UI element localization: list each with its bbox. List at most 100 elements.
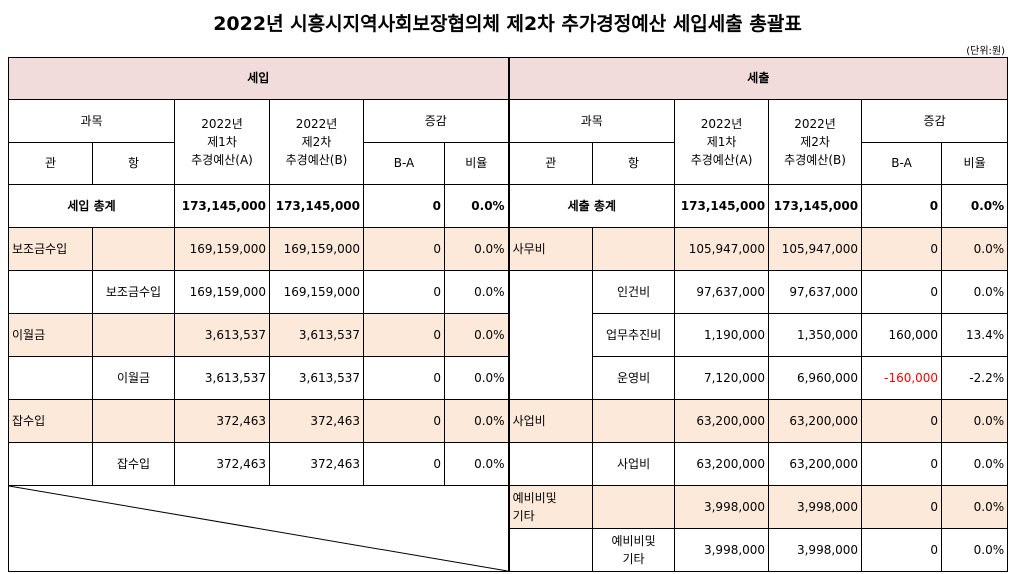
expense-row-hang: 업무추진비 [592,313,676,357]
income-row-a: 169,159,000 [174,270,270,314]
income-row-b: 169,159,000 [269,270,364,314]
income-col-change: 증감 [362,99,510,143]
expense-row-b: 3,998,000 [768,528,863,572]
income-row-hang [92,227,175,271]
expense-row-b: 105,947,000 [768,227,863,271]
expense-row-a: 63,200,000 [674,442,770,486]
income-empty-diagonal-cell [7,485,510,572]
income-row-gwan [8,442,93,486]
expense-row-a: 97,637,000 [674,270,770,314]
expense-row-b: 1,350,000 [768,313,863,357]
income-row-ba: 0 [363,399,445,443]
expense-row-gwan-blank [507,270,594,400]
expense-row-b: 63,200,000 [768,399,863,443]
expense-row-a: 7,120,000 [674,356,770,400]
income-row-b: 3,613,537 [269,313,364,357]
expense-col-gwamok: 과목 [507,99,676,143]
income-row-a: 3,613,537 [174,313,270,357]
income-row-gwan: 잡수입 [8,399,93,443]
expense-row-ratio: 13.4% [941,313,1009,357]
page-title: 2022년 시흥시지역사회보장협의체 제2차 추가경정예산 세입세출 총괄표 [213,13,802,35]
income-row-hang [92,313,175,357]
income-row-ratio: 0.0% [443,313,510,357]
expense-row-ratio: 0.0% [941,399,1009,443]
expense-total-ba: 0 [861,184,943,228]
income-row-ba: 0 [363,356,445,400]
income-col-hang: 항 [92,142,175,185]
income-row-ratio: 0.0% [443,356,510,400]
expense-row-a: 105,947,000 [674,227,770,271]
expense-row-hang [592,485,676,529]
expense-row-a: 3,998,000 [674,485,770,529]
expense-row-a: 1,190,000 [674,313,770,357]
income-row-ratio: 0.0% [443,270,510,314]
expense-row-ba: 0 [861,399,943,443]
expense-row-gwan: 예비비및 기타 [507,485,594,529]
expense-row-hang: 인건비 [592,270,676,314]
expense-col-change: 증감 [861,99,1009,143]
income-row-b: 169,159,000 [269,227,364,271]
income-row-b: 372,463 [269,442,364,486]
expense-total-b: 173,145,000 [768,184,863,228]
income-row-hang: 이월금 [92,356,175,400]
expense-col-ratio: 비율 [941,142,1009,185]
expense-row-ba: 0 [861,270,943,314]
budget-summary-table: 세입 세출 과목 2022년 제1차 추경예산(A) 2022년 제2차 추경예… [7,57,1009,572]
expense-row-b: 3,998,000 [768,485,863,529]
income-row-b: 3,613,537 [269,356,364,400]
income-col-ratio: 비율 [443,142,510,185]
expense-row-ba: -160,000 [861,356,943,400]
expense-col-ba: B-A [861,142,943,185]
expense-row-hang: 사업비 [592,442,676,486]
expense-total-a: 173,145,000 [674,184,770,228]
expense-col-hang: 항 [592,142,676,185]
expense-row-ratio: 0.0% [941,485,1009,529]
expense-row-a: 63,200,000 [674,399,770,443]
income-row-ratio: 0.0% [443,399,510,443]
expense-row-gwan: 사업비 [507,399,594,443]
expense-col-gwan: 관 [507,142,594,185]
income-header: 세입 [7,57,510,100]
income-col-a: 2022년 제1차 추경예산(A) [174,99,270,185]
income-row-hang: 보조금수입 [92,270,175,314]
expense-row-b: 63,200,000 [768,442,863,486]
expense-row-hang: 운영비 [592,356,676,400]
expense-row-a: 3,998,000 [674,528,770,572]
income-row-ratio: 0.0% [443,227,510,271]
expense-total-label: 세출 총계 [507,184,676,228]
income-row-ratio: 0.0% [443,442,510,486]
expense-col-b: 2022년 제2차 추경예산(B) [768,99,863,185]
income-row-gwan: 이월금 [8,313,93,357]
expense-col-a: 2022년 제1차 추경예산(A) [674,99,770,185]
expense-row-b: 6,960,000 [768,356,863,400]
unit-label: (단위:원) [966,46,1005,57]
income-row-a: 372,463 [174,399,270,443]
income-row-gwan [8,356,93,400]
income-row-a: 372,463 [174,442,270,486]
expense-header: 세출 [507,57,1009,100]
expense-row-ratio: 0.0% [941,227,1009,271]
expense-row-ratio: 0.0% [941,442,1009,486]
income-row-gwan [8,270,93,314]
income-row-a: 3,613,537 [174,356,270,400]
income-total-ba: 0 [363,184,445,228]
income-row-ba: 0 [363,227,445,271]
expense-row-ratio: 0.0% [941,528,1009,572]
expense-row-b: 97,637,000 [768,270,863,314]
expense-row-hang [592,399,676,443]
income-total-label: 세입 총계 [8,184,175,228]
expense-row-ba: 0 [861,227,943,271]
expense-total-ratio: 0.0% [941,184,1009,228]
expense-row-hang [592,227,676,271]
income-col-gwamok: 과목 [8,99,175,143]
income-col-b: 2022년 제2차 추경예산(B) [269,99,364,185]
diagonal-line [9,486,508,571]
income-total-a: 173,145,000 [174,184,270,228]
income-row-hang: 잡수입 [92,442,175,486]
income-total-b: 173,145,000 [269,184,364,228]
income-row-gwan: 보조금수입 [8,227,93,271]
expense-row-gwan: 사무비 [507,227,594,271]
expense-row-ba: 0 [861,442,943,486]
income-row-hang [92,399,175,443]
expense-row-ba: 0 [861,485,943,529]
